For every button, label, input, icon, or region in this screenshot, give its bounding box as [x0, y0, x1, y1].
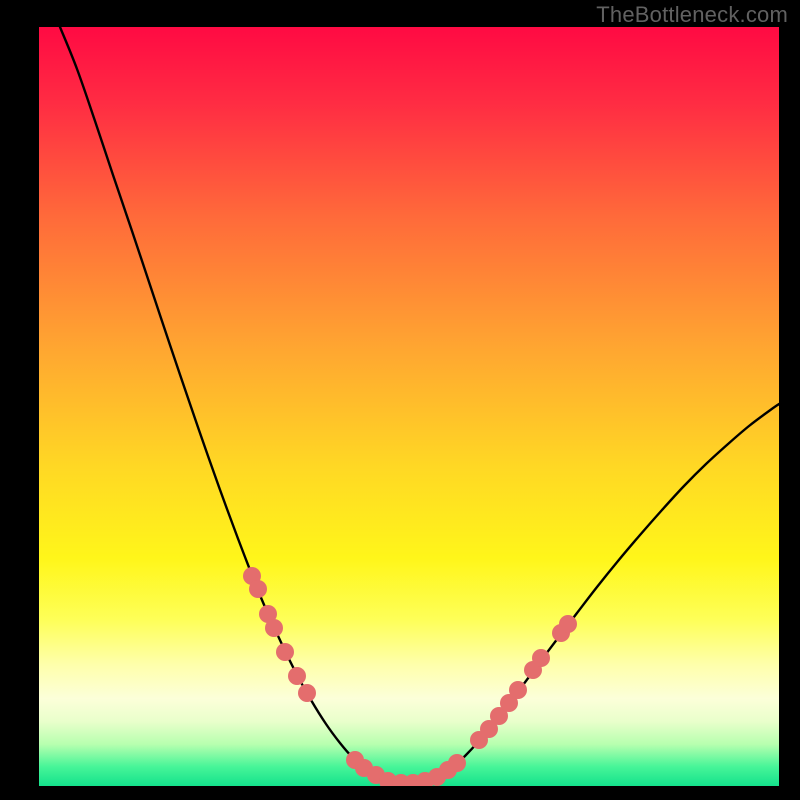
marker-dot	[288, 667, 306, 685]
figure-root: TheBottleneck.com	[0, 0, 800, 800]
gradient-background	[39, 27, 779, 786]
watermark-text: TheBottleneck.com	[596, 2, 788, 28]
marker-dot	[265, 619, 283, 637]
marker-dot	[509, 681, 527, 699]
marker-dot	[532, 649, 550, 667]
marker-dot	[249, 580, 267, 598]
marker-dot	[276, 643, 294, 661]
marker-dot	[448, 754, 466, 772]
marker-dot	[298, 684, 316, 702]
plot-area	[39, 27, 779, 786]
marker-dot	[559, 615, 577, 633]
bottleneck-chart	[39, 27, 779, 786]
